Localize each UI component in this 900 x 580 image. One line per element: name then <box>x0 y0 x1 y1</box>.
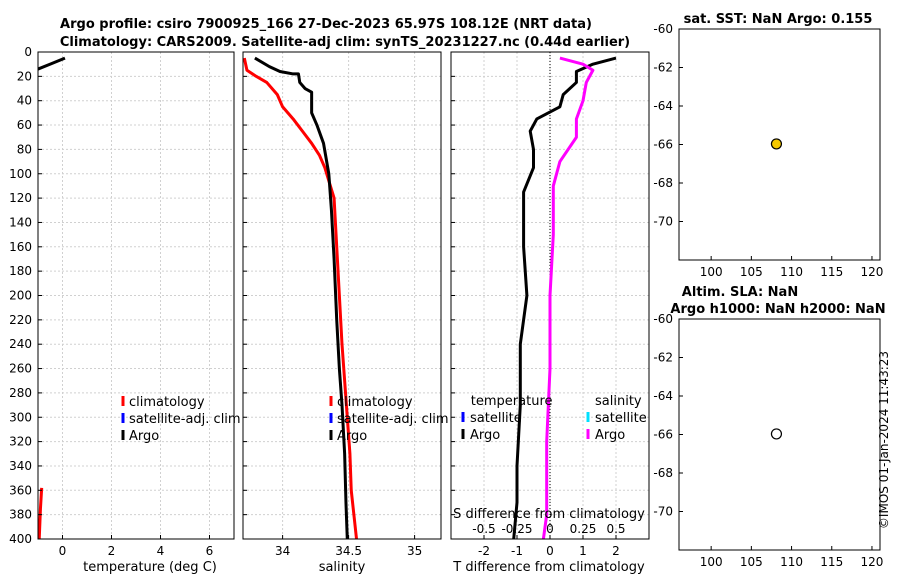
legend-label: Argo <box>337 429 367 444</box>
top-tick-label: -0.25 <box>501 522 532 536</box>
legend-title-salinity: salinity <box>595 394 642 409</box>
depth-tick-label: 200 <box>9 289 32 303</box>
series-line-temperature-Argo <box>512 56 617 540</box>
copyright-timestamp: ©IMOS 01-Jan-2024 11:43:23 <box>877 351 891 529</box>
sla-map-title-line2: Argo h1000: NaN h2000: NaN <box>670 302 885 317</box>
x-tick-label: 105 <box>740 555 763 569</box>
x-tick-label: 2 <box>108 544 116 558</box>
depth-tick-label: 100 <box>9 167 32 181</box>
depth-tick-label: 60 <box>17 118 32 132</box>
sla-map-title-line1: Altim. SLA: NaN <box>682 285 798 300</box>
top-tick-label: -0.5 <box>472 522 495 536</box>
series-line-salinity-Argo <box>541 56 595 540</box>
depth-tick-label: 20 <box>17 69 32 83</box>
depth-tick-label: 340 <box>9 459 32 473</box>
float-position-marker <box>770 138 783 150</box>
y-tick-label: -68 <box>653 176 673 190</box>
x-tick-label: 34 <box>275 544 290 558</box>
y-tick-label: -64 <box>653 99 673 113</box>
x-tick-label: 100 <box>700 265 723 279</box>
series-line-climatology <box>37 487 44 540</box>
legend-title-temperature: temperature <box>471 394 553 409</box>
x-tick-label: 6 <box>206 544 214 558</box>
salinity-panel: 34 34.5 35 climatology satellite-adj. clim Ar… <box>242 51 449 558</box>
temperature-panel: 0204060801001201401601802002202402602803… <box>9 45 241 558</box>
y-tick-label: -66 <box>653 428 673 442</box>
legend-label: satellite <box>470 411 522 426</box>
depth-tick-label: 160 <box>9 240 32 254</box>
x-tick-label: 1 <box>579 544 587 558</box>
legend-label: Argo <box>129 429 159 444</box>
depth-tick-label: 400 <box>9 532 32 546</box>
series-line-Argo <box>37 56 66 71</box>
depth-tick-label: 320 <box>9 435 32 449</box>
x-tick-label: 120 <box>861 555 884 569</box>
y-tick-label: -70 <box>653 505 673 519</box>
figure-title-line2: Climatology: CARS2009. Satellite-adj cli… <box>60 35 630 50</box>
x-tick-label: 110 <box>780 555 803 569</box>
legend-label: satellite-adj. clim <box>337 412 449 427</box>
y-tick-label: -66 <box>653 138 673 152</box>
top-tick-label: 0 <box>546 522 554 536</box>
x-tick-label: 0 <box>546 544 554 558</box>
depth-tick-label: 0 <box>24 45 32 59</box>
difference-top-label: S difference from climatology <box>453 507 645 522</box>
depth-tick-label: 260 <box>9 362 32 376</box>
x-tick-label: 105 <box>740 265 763 279</box>
x-tick-label: 100 <box>700 555 723 569</box>
depth-tick-label: 180 <box>9 264 32 278</box>
x-tick-label: 120 <box>861 265 884 279</box>
x-tick-label: 115 <box>820 265 843 279</box>
y-tick-label: -64 <box>653 389 673 403</box>
series-line-Argo <box>254 56 349 540</box>
legend-label: satellite <box>595 411 647 426</box>
depth-tick-label: 380 <box>9 508 32 522</box>
top-tick-label: 0.25 <box>570 522 597 536</box>
x-tick-label: 4 <box>157 544 165 558</box>
sla-map-panel: -60 -62 -64 -66 -68 -70 100 105 110 115 120 <box>653 312 883 569</box>
difference-xlabel: T difference from climatology <box>452 560 645 575</box>
series-line-climatology <box>242 57 359 540</box>
y-tick-label: -62 <box>653 351 673 365</box>
salinity-xlabel: salinity <box>319 560 366 575</box>
x-tick-label: 0 <box>59 544 67 558</box>
y-tick-label: -60 <box>653 312 673 326</box>
float-position-marker <box>770 428 783 440</box>
sst-map-title: sat. SST: NaN Argo: 0.155 <box>684 12 873 27</box>
depth-tick-label: 80 <box>17 142 32 156</box>
x-tick-label: 34.5 <box>335 544 362 558</box>
x-tick-label: 2 <box>612 544 620 558</box>
depth-tick-label: 140 <box>9 215 32 229</box>
depth-tick-label: 280 <box>9 386 32 400</box>
x-tick-label: 35 <box>407 544 422 558</box>
depth-tick-label: 360 <box>9 483 32 497</box>
legend-label: Argo <box>595 428 625 443</box>
figure-title-line1: Argo profile: csiro 7900925_166 27-Dec-2… <box>60 17 592 32</box>
legend-label: satellite-adj. clim <box>129 412 241 427</box>
legend-label: climatology <box>337 395 413 410</box>
depth-tick-label: 40 <box>17 94 32 108</box>
y-tick-label: -68 <box>653 466 673 480</box>
difference-panel: -2 -1 0 1 2 -0.5 -0.25 0 0.25 0.5 temperature satel… <box>450 51 650 558</box>
y-tick-label: -60 <box>653 22 673 36</box>
y-tick-label: -70 <box>653 215 673 229</box>
top-tick-label: 0.5 <box>606 522 625 536</box>
sst-map-panel: -60 -62 -64 -66 -68 -70 100 105 110 115 120 <box>653 22 883 279</box>
depth-tick-label: 120 <box>9 191 32 205</box>
legend-label: Argo <box>470 428 500 443</box>
x-tick-label: 110 <box>780 265 803 279</box>
x-tick-label: -2 <box>478 544 490 558</box>
temperature-xlabel: temperature (deg C) <box>83 560 217 575</box>
depth-tick-label: 220 <box>9 313 32 327</box>
x-tick-label: -1 <box>511 544 523 558</box>
y-tick-label: -62 <box>653 61 673 75</box>
legend-label: climatology <box>129 395 205 410</box>
depth-tick-label: 300 <box>9 410 32 424</box>
x-tick-label: 115 <box>820 555 843 569</box>
depth-tick-label: 240 <box>9 337 32 351</box>
